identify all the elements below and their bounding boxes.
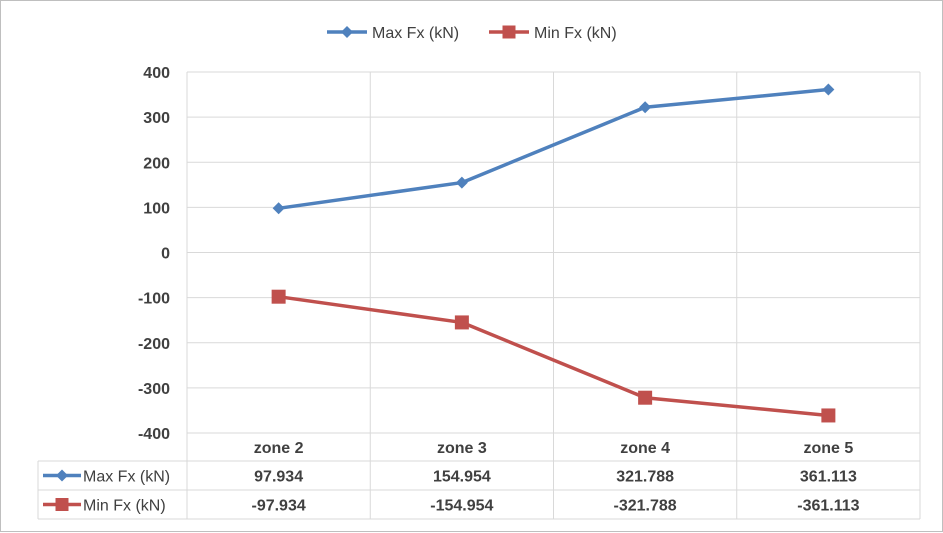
y-tick-label: -400: [138, 426, 170, 443]
table-row-header: Min Fx (kN): [83, 498, 166, 515]
data-point-max-fx-kn: [822, 83, 835, 96]
y-tick-label: -100: [138, 291, 170, 308]
legend-swatch-marker: [502, 25, 516, 39]
x-category-label: zone 4: [620, 440, 670, 457]
plot-series: [271, 83, 836, 423]
y-tick-label: 400: [143, 65, 170, 82]
x-category-label: zone 5: [803, 440, 853, 457]
table-cell-value: -97.934: [251, 498, 305, 515]
table-legend-key-min-fx-kn: [43, 498, 81, 511]
series-line-max-fx-kn: [278, 87, 829, 211]
legend: Max Fx (kN) Min Fx (kN): [327, 25, 617, 42]
data-point-min-fx-kn: [821, 408, 836, 423]
y-tick-label: 100: [143, 200, 170, 217]
table-cell-value: 154.954: [433, 469, 491, 486]
table-legend-key-max-fx-kn: [43, 469, 81, 482]
legend-item-max-fx-kn: Max Fx (kN): [327, 25, 459, 42]
y-tick-label: -300: [138, 381, 170, 398]
table-row-header: Max Fx (kN): [83, 469, 170, 486]
data-point-max-fx-kn: [272, 202, 285, 215]
table-cell-value: 321.788: [616, 469, 674, 486]
data-point-min-fx-kn: [454, 315, 469, 330]
legend-label: Min Fx (kN): [534, 25, 617, 42]
table-cell-value: -154.954: [430, 498, 493, 515]
legend-swatch-marker: [341, 26, 353, 38]
y-tick-label: 200: [143, 155, 170, 172]
y-tick-label: -200: [138, 336, 170, 353]
table-cell-value: -321.788: [614, 498, 677, 515]
table-cell-value: 97.934: [254, 469, 303, 486]
legend-key-marker: [56, 469, 68, 482]
gridlines: [186, 71, 921, 461]
x-category-label: zone 2: [254, 440, 304, 457]
table-cell-value: -361.113: [797, 498, 859, 515]
table-cell-value: 361.113: [800, 469, 857, 486]
data-point-min-fx-kn: [638, 390, 653, 405]
data-table: zone 2 zone 3 zone 4 zone 5 Max Fx (kN) 97.93…: [37, 440, 921, 520]
legend-key-marker: [55, 498, 69, 511]
y-tick-label: 0: [161, 246, 170, 263]
data-point-min-fx-kn: [271, 289, 286, 304]
data-point-max-fx-kn: [455, 176, 468, 189]
y-tick-label: 300: [143, 110, 170, 127]
series-line-min-fx-kn: [278, 294, 829, 418]
y-axis-ticks: 400 300 200 100 0 -100 -200 -300 -400: [138, 65, 170, 443]
data-point-max-fx-kn: [639, 101, 652, 114]
legend-item-min-fx-kn: Min Fx (kN): [489, 25, 617, 42]
x-category-label: zone 3: [437, 440, 487, 457]
legend-label: Max Fx (kN): [372, 25, 459, 42]
